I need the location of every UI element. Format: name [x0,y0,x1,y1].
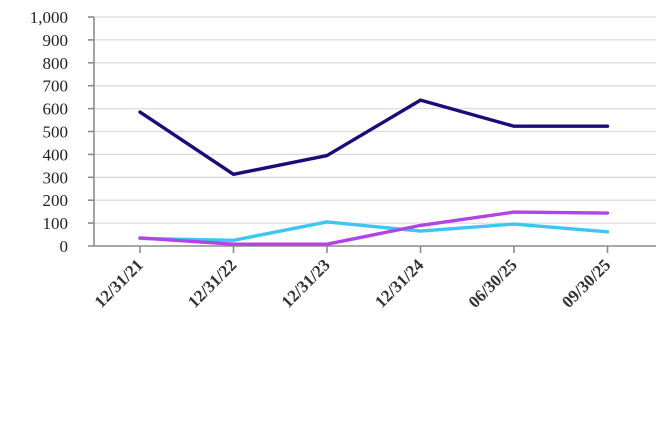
y-tick-label: 800 [43,54,69,73]
y-tick-label: 1,000 [30,8,68,27]
y-tick-label: 200 [43,191,69,210]
x-tick-label: 12/31/22 [184,255,240,311]
series-lines [138,98,610,246]
y-tick-label: 500 [43,123,69,142]
series-line-2 [138,220,610,242]
y-tick-label: 400 [43,145,69,164]
y-tick-label: 300 [43,168,69,187]
x-tick-label: 12/31/21 [91,255,147,311]
x-tick-label: 06/30/25 [465,255,521,311]
x-tick-label: 12/31/24 [371,255,428,312]
y-axis: 0 100 200 300 400 500 600 700 800 900 1,000 [30,8,95,256]
x-tick-label: 12/31/23 [278,255,334,311]
y-tick-label: 0 [60,237,69,256]
x-axis: 12/31/21 12/31/22 12/31/23 12/31/24 06/30/25… [91,245,656,312]
y-tick-label: 700 [43,77,69,96]
y-tick-label: 900 [43,31,69,50]
gridlines [94,16,656,224]
x-tick-label: 09/30/25 [558,255,614,311]
series-line-3 [138,210,610,246]
y-tick-label: 600 [43,100,69,119]
series-line-1 [138,98,610,177]
y-tick-label: 100 [43,214,69,233]
